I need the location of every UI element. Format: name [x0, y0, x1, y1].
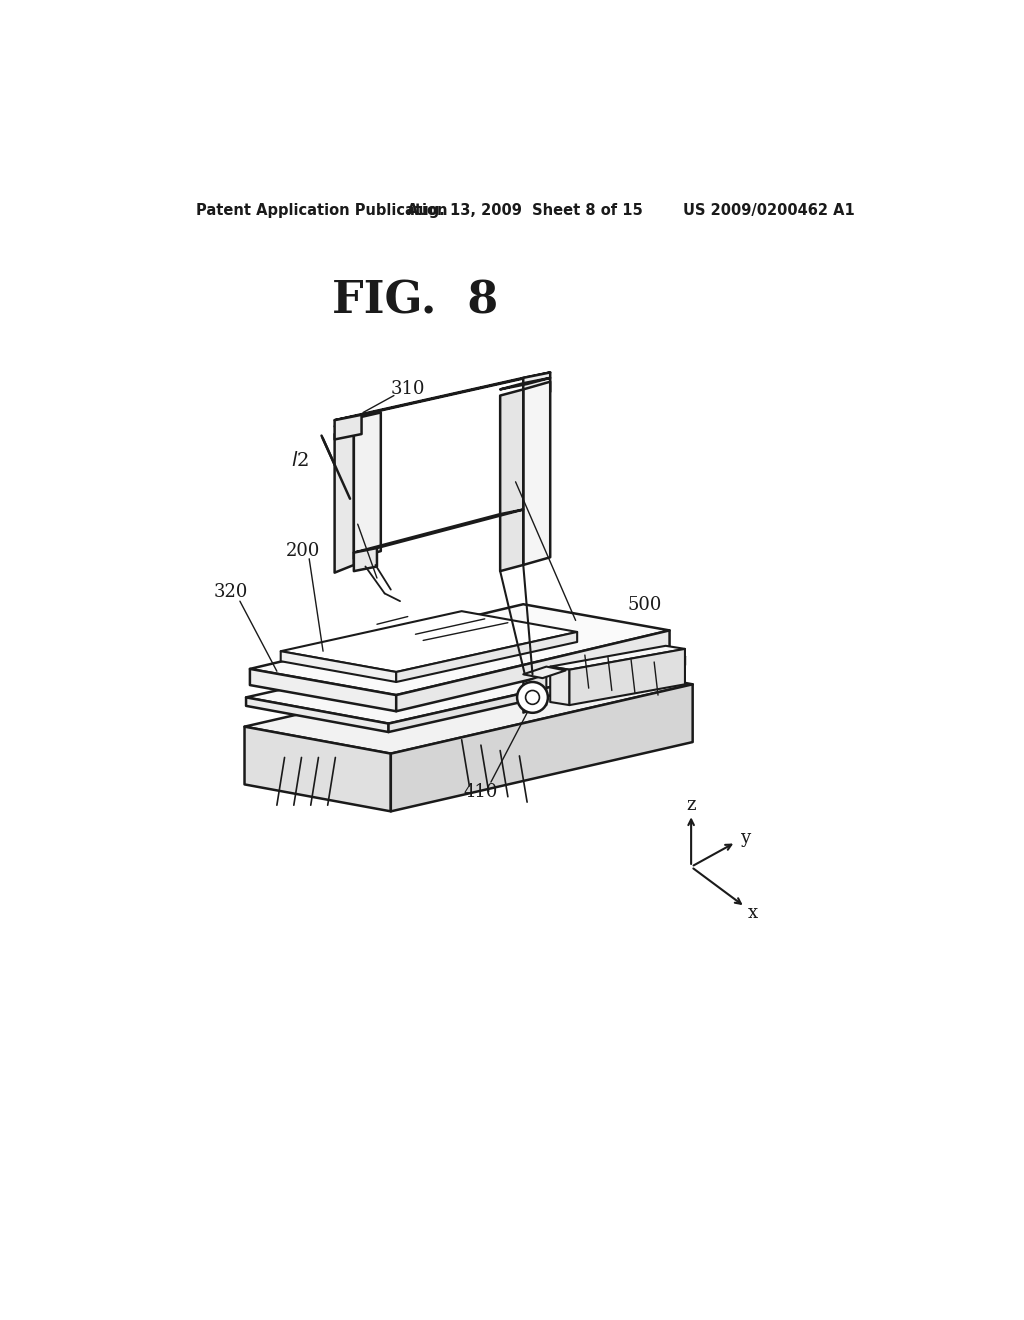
Text: z: z [686, 796, 696, 814]
Polygon shape [250, 605, 670, 696]
Text: US 2009/0200462 A1: US 2009/0200462 A1 [683, 203, 854, 218]
Polygon shape [396, 631, 670, 711]
Text: 520: 520 [617, 645, 652, 664]
Text: 100: 100 [335, 506, 370, 524]
Polygon shape [245, 657, 692, 754]
Polygon shape [354, 510, 523, 553]
Polygon shape [245, 726, 391, 812]
Polygon shape [335, 412, 381, 426]
Text: 500: 500 [628, 597, 663, 614]
Text: y: y [740, 829, 751, 846]
Polygon shape [523, 372, 550, 397]
Text: Patent Application Publication: Patent Application Publication [196, 203, 447, 218]
Polygon shape [281, 651, 396, 682]
Polygon shape [523, 675, 547, 713]
Text: 410: 410 [464, 783, 498, 801]
Polygon shape [396, 632, 578, 682]
Text: 320: 320 [213, 583, 248, 601]
Text: 310: 310 [390, 380, 425, 399]
Polygon shape [550, 667, 569, 705]
Polygon shape [523, 381, 550, 565]
Polygon shape [246, 631, 685, 723]
Polygon shape [354, 412, 381, 558]
Polygon shape [500, 378, 550, 389]
Text: x: x [748, 904, 758, 921]
Polygon shape [523, 667, 565, 678]
Polygon shape [391, 684, 692, 812]
Polygon shape [569, 649, 685, 705]
Polygon shape [335, 414, 361, 440]
Polygon shape [335, 426, 354, 573]
Polygon shape [500, 389, 523, 572]
Polygon shape [388, 656, 685, 733]
Circle shape [525, 690, 540, 705]
Text: Aug. 13, 2009  Sheet 8 of 15: Aug. 13, 2009 Sheet 8 of 15 [407, 203, 643, 218]
Text: 510: 510 [575, 619, 609, 638]
Polygon shape [335, 372, 550, 420]
Polygon shape [354, 548, 377, 572]
Polygon shape [550, 645, 685, 669]
Polygon shape [246, 697, 388, 733]
Circle shape [517, 682, 548, 713]
Text: FIG.  8: FIG. 8 [333, 280, 499, 322]
Polygon shape [281, 611, 578, 672]
Polygon shape [250, 669, 396, 711]
Text: $\it{l}$2: $\it{l}$2 [291, 450, 309, 470]
Text: 200: 200 [286, 543, 321, 560]
